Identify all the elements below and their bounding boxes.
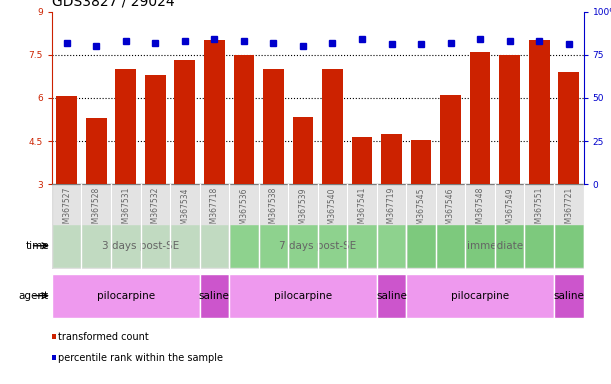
Bar (436, 184, 466, 269)
Bar (406, 184, 436, 269)
Bar (115, 69, 136, 184)
Text: saline: saline (199, 291, 230, 301)
Text: transformed count: transformed count (58, 331, 148, 342)
Text: agent: agent (19, 291, 49, 301)
Bar (141, 184, 170, 269)
Bar (529, 40, 549, 184)
Bar (377, 184, 406, 269)
Bar (499, 55, 520, 184)
Bar (81, 184, 111, 269)
Bar (406, 273, 554, 318)
Text: saline: saline (376, 291, 407, 301)
Bar (322, 69, 343, 184)
Bar (229, 184, 258, 269)
Bar (258, 184, 288, 269)
Bar (145, 75, 166, 184)
Bar (352, 137, 372, 184)
Bar (86, 118, 106, 184)
Bar (175, 61, 195, 184)
Bar (554, 184, 584, 269)
Bar (204, 40, 225, 184)
Text: pilocarpine: pilocarpine (97, 291, 155, 301)
Bar (52, 184, 81, 269)
Bar (347, 184, 377, 269)
Bar (411, 140, 431, 184)
Bar (200, 273, 229, 318)
Text: 7 days post-SE: 7 days post-SE (279, 241, 356, 251)
Bar (470, 52, 491, 184)
Text: pilocarpine: pilocarpine (274, 291, 332, 301)
Bar (524, 184, 554, 269)
Bar (293, 117, 313, 184)
Text: 3 days post-SE: 3 days post-SE (102, 241, 179, 251)
Bar (554, 273, 584, 318)
Text: time: time (25, 241, 49, 251)
Bar (170, 184, 200, 269)
Bar (558, 72, 579, 184)
Bar (495, 184, 524, 269)
Bar (111, 184, 141, 269)
Bar (229, 223, 406, 268)
Bar (406, 223, 584, 268)
Bar (56, 96, 77, 184)
Bar (52, 273, 200, 318)
Bar (441, 95, 461, 184)
Text: immediate: immediate (467, 241, 523, 251)
Bar (229, 273, 377, 318)
Bar (52, 223, 229, 268)
Bar (233, 55, 254, 184)
Bar (381, 134, 402, 184)
Text: percentile rank within the sample: percentile rank within the sample (58, 353, 223, 363)
Bar (288, 184, 318, 269)
Bar (263, 69, 284, 184)
Bar (318, 184, 347, 269)
Text: GDS3827 / 29024: GDS3827 / 29024 (52, 0, 175, 9)
Bar (200, 184, 229, 269)
Text: pilocarpine: pilocarpine (451, 291, 509, 301)
Text: saline: saline (554, 291, 584, 301)
Bar (377, 273, 406, 318)
Bar (466, 184, 495, 269)
